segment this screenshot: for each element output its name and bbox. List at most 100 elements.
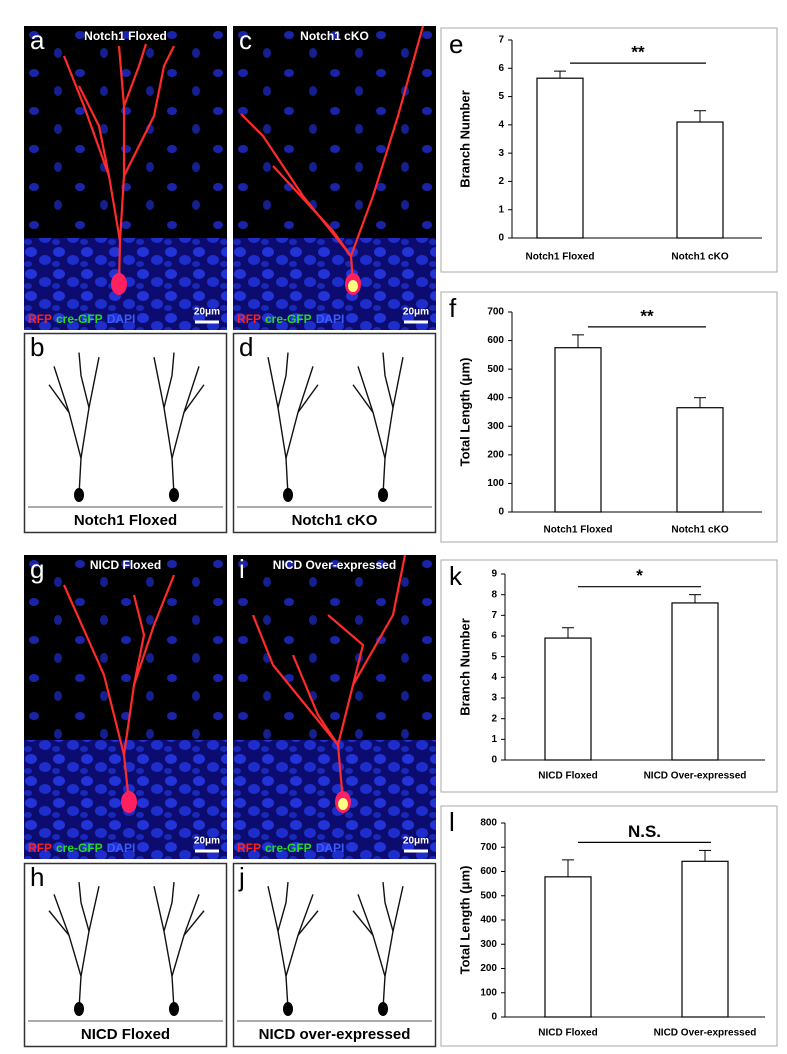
y-axis-label: Branch Number: [457, 618, 472, 716]
y-tick-label: 4: [498, 119, 504, 130]
soma: [111, 273, 127, 295]
tracing-branch: [163, 352, 175, 408]
scale-label: 20μm: [194, 836, 220, 847]
stain-legend: RFP cre-GFP DAPI: [237, 312, 344, 326]
panel-title: Notch1 Floxed: [84, 29, 167, 43]
panel-letter: d: [239, 332, 253, 362]
stain-label: RFP: [28, 841, 52, 855]
y-tick-label: 100: [487, 478, 504, 489]
error-bar: [554, 70, 566, 79]
stain-label: RFP: [28, 312, 52, 326]
chart-panel: l 0 100 200 300 400 500 600 700 800 NICD Floxed NIC…: [440, 805, 778, 1047]
panel-letter: c: [239, 25, 252, 55]
panel-title: Notch1 cKO: [300, 29, 369, 43]
chart-panel: k 0 1 2 3 4 5 6 7 8 9 NICD Floxed NICD Over-expresse…: [440, 559, 778, 793]
dendrite: [272, 165, 352, 257]
tracing-branch: [183, 910, 205, 936]
panel-letter: e: [449, 29, 463, 59]
x-tick-label: NICD Over-expressed: [644, 771, 747, 782]
y-tick-label: 6: [491, 631, 497, 642]
tracing-branch: [48, 384, 70, 413]
stain-label: DAPI: [107, 312, 136, 326]
scale-label: 20μm: [194, 307, 220, 318]
y-tick-label: 4: [491, 672, 497, 683]
y-tick-label: 700: [480, 842, 497, 853]
chart-frame: [440, 291, 778, 543]
panel-letter: h: [30, 862, 44, 892]
x-tick-label: Notch1 Floxed: [526, 252, 595, 263]
scale-label: 20μm: [403, 836, 429, 847]
stain-label: cre-GFP: [265, 841, 312, 855]
bar: [676, 407, 724, 513]
y-tick-label: 0: [491, 755, 497, 766]
y-tick-label: 400: [487, 392, 504, 403]
dendrite: [122, 574, 176, 756]
y-tick-label: 300: [480, 939, 497, 950]
bar: [671, 602, 719, 761]
y-tick-label: 2: [498, 176, 504, 187]
soma-core: [338, 798, 348, 810]
chart-panel: e 0 1 2 3 4 5 6 7 Notch1 Floxed Notch1 cKO ** Branch…: [440, 27, 778, 273]
x-tick-label: Notch1 Floxed: [544, 525, 613, 536]
y-axis-label: Total Length (μm): [457, 358, 472, 467]
y-tick-label: 7: [498, 35, 504, 46]
stain-label: DAPI: [316, 841, 345, 855]
y-tick-label: 800: [480, 818, 497, 829]
tracing-branch: [297, 910, 319, 936]
significance-label: N.S.: [628, 822, 661, 841]
y-tick-label: 5: [491, 651, 497, 662]
dendrite: [251, 614, 345, 803]
tracing-branch: [78, 352, 90, 408]
panel-frame: [23, 332, 228, 534]
y-tick-label: 0: [498, 507, 504, 518]
panel-caption: NICD over-expressed: [259, 1026, 411, 1043]
tracing-branch: [382, 882, 394, 932]
bar: [544, 876, 592, 1018]
stain-label: RFP: [237, 312, 261, 326]
scale-label: 20μm: [403, 307, 429, 318]
tracing-branch: [277, 882, 289, 932]
tracing-soma: [74, 488, 84, 502]
tracing-branch: [285, 894, 314, 1010]
error-bar: [562, 859, 574, 877]
y-tick-label: 5: [498, 91, 504, 102]
chart-frame: [440, 559, 778, 793]
error-bar: [562, 627, 574, 639]
tracing-branch: [352, 384, 374, 413]
stain-label: cre-GFP: [56, 841, 103, 855]
panel-letter: i: [239, 554, 245, 584]
dendrite: [327, 614, 365, 686]
x-tick-label: Notch1 cKO: [671, 525, 728, 536]
y-tick-label: 0: [498, 233, 504, 244]
y-tick-label: 700: [487, 307, 504, 318]
tracing-branch: [163, 882, 175, 932]
tracing-soma: [283, 1002, 293, 1016]
bar: [681, 860, 729, 1018]
image-panel: c Notch1 cKO RFP cre-GFP DAPI 20μm: [233, 25, 436, 330]
tracing-branch: [171, 894, 200, 1010]
tracing-panel: d Notch1 cKO: [232, 332, 437, 534]
panel-caption: Notch1 Floxed: [74, 512, 177, 529]
y-tick-label: 300: [487, 421, 504, 432]
y-tick-label: 600: [480, 866, 497, 877]
y-tick-label: 3: [498, 148, 504, 159]
stain-label: DAPI: [107, 841, 136, 855]
tracing-panel: b Notch1 Floxed: [23, 332, 228, 534]
panel-letter: f: [449, 293, 457, 323]
stain-legend: RFP cre-GFP DAPI: [237, 841, 344, 855]
nuclei-layer: [233, 740, 436, 859]
panel-letter: l: [449, 807, 455, 837]
tracing-branch: [382, 352, 394, 408]
tracing-soma: [378, 1002, 388, 1016]
y-tick-label: 200: [487, 449, 504, 460]
bar: [554, 347, 602, 513]
y-axis-label: Total Length (μm): [457, 866, 472, 975]
dendrite: [336, 554, 407, 746]
error-bar: [694, 110, 706, 123]
y-tick-label: 1: [491, 734, 497, 745]
tracing-soma: [169, 488, 179, 502]
tracing-branch: [285, 366, 314, 496]
tracing-panel: h NICD Floxed: [23, 862, 228, 1048]
stain-legend: RFP cre-GFP DAPI: [28, 841, 135, 855]
